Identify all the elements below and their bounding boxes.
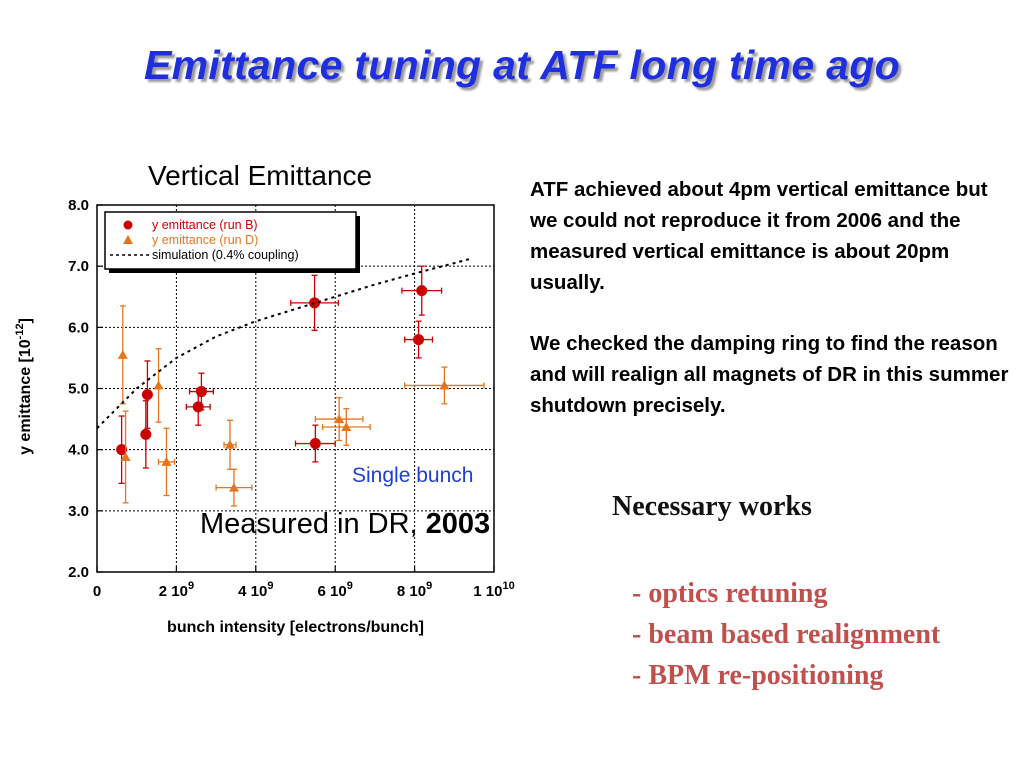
- run-d-point: [404, 366, 485, 405]
- triangle-marker: [153, 380, 164, 390]
- circle-marker: [116, 444, 128, 456]
- triangle-marker: [161, 456, 172, 466]
- y-tick-label: 3.0: [68, 503, 89, 520]
- run-b-point: [294, 424, 336, 463]
- triangle-marker: [224, 439, 235, 449]
- y-tick-label: 2.0: [68, 564, 89, 581]
- legend-label: y emittance (run B): [152, 218, 258, 232]
- measured-prefix: Measured in DR,: [200, 508, 426, 540]
- y-tick-label: 4.0: [68, 442, 89, 459]
- triangle-marker: [341, 422, 352, 432]
- triangle-marker: [439, 380, 450, 390]
- legend-label: y emittance (run D): [152, 233, 258, 247]
- run-d-point: [153, 348, 164, 423]
- works-item: - BPM re-positioning: [632, 660, 884, 691]
- y-tick-label: 6.0: [68, 319, 89, 336]
- run-b-point: [404, 320, 434, 359]
- x-tick-label: 2 109: [159, 580, 194, 600]
- triangle-marker: [120, 452, 131, 462]
- series-layer: [96, 257, 485, 507]
- run-b-point: [290, 274, 340, 332]
- description-paragraph-1: ATF achieved about 4pm vertical emittanc…: [530, 178, 988, 294]
- run-d-point: [314, 397, 364, 442]
- run-b-point: [140, 400, 152, 469]
- single-bunch-label: Single bunch: [352, 464, 474, 487]
- run-d-point: [223, 419, 237, 470]
- y-tick-label: 5.0: [68, 381, 89, 398]
- y-tick-label: 8.0: [68, 197, 89, 214]
- circle-marker: [416, 285, 428, 297]
- run-b-point: [188, 372, 214, 411]
- circle-marker: [309, 438, 321, 450]
- circle-marker: [192, 401, 204, 413]
- circle-marker: [413, 334, 425, 346]
- run-b-point: [116, 415, 128, 484]
- x-tick-label: 0: [93, 583, 101, 600]
- works-title: Necessary works: [612, 491, 812, 522]
- legend-box: [104, 211, 357, 270]
- circle-marker: [140, 428, 152, 440]
- run-b-point: [401, 265, 443, 316]
- description-paragraph-2: We checked the damping ring to find the …: [530, 332, 1009, 417]
- slide-title: Emittance tuning at ATF long time ago: [144, 42, 900, 88]
- measured-year: 2003: [425, 508, 491, 540]
- run-d-point: [215, 468, 253, 507]
- axes: 2.0 3.0 4.0 5.0 6.0 7.0 8.0 0 2 109 4 109 6 109 8 1…: [14, 197, 515, 636]
- run-d-point: [120, 410, 131, 504]
- x-tick-label: 1 1010: [473, 580, 514, 600]
- run-d-point: [321, 408, 371, 447]
- run-b-point: [141, 360, 153, 429]
- circle-marker: [141, 389, 153, 401]
- run-d-point: [117, 305, 128, 405]
- x-axis-label: bunch intensity [electrons/bunch]: [167, 619, 424, 636]
- circle-marker: [309, 297, 321, 309]
- works-item: - optics retuning: [632, 578, 828, 609]
- triangle-marker: [334, 414, 345, 424]
- circle-marker: [195, 386, 207, 398]
- chart-title: Vertical Emittance: [148, 160, 373, 191]
- x-tick-label: 8 109: [397, 580, 432, 600]
- triangle-marker: [228, 482, 239, 492]
- simulation-curve: [96, 257, 471, 429]
- measured-label: Measured in DR, 2003: [200, 508, 490, 541]
- works-item: - beam based realignment: [632, 619, 941, 650]
- legend-marker-run-d: [123, 235, 133, 244]
- works-list: - optics retuning - beam based realignme…: [632, 573, 940, 696]
- legend: y emittance (run B)y emittance (run D)si…: [104, 211, 360, 273]
- description: ATF achieved about 4pm vertical emittanc…: [530, 174, 1010, 421]
- x-tick-label: 6 109: [318, 580, 353, 600]
- run-d-point: [157, 427, 176, 497]
- y-tick-label: 7.0: [68, 258, 89, 275]
- y-axis-label: y emittance [10-12]: [14, 318, 34, 455]
- legend-marker-run-b: [123, 220, 133, 230]
- triangle-marker: [117, 349, 128, 359]
- x-tick-label: 4 109: [238, 580, 273, 600]
- legend-label: simulation (0.4% coupling): [152, 248, 299, 262]
